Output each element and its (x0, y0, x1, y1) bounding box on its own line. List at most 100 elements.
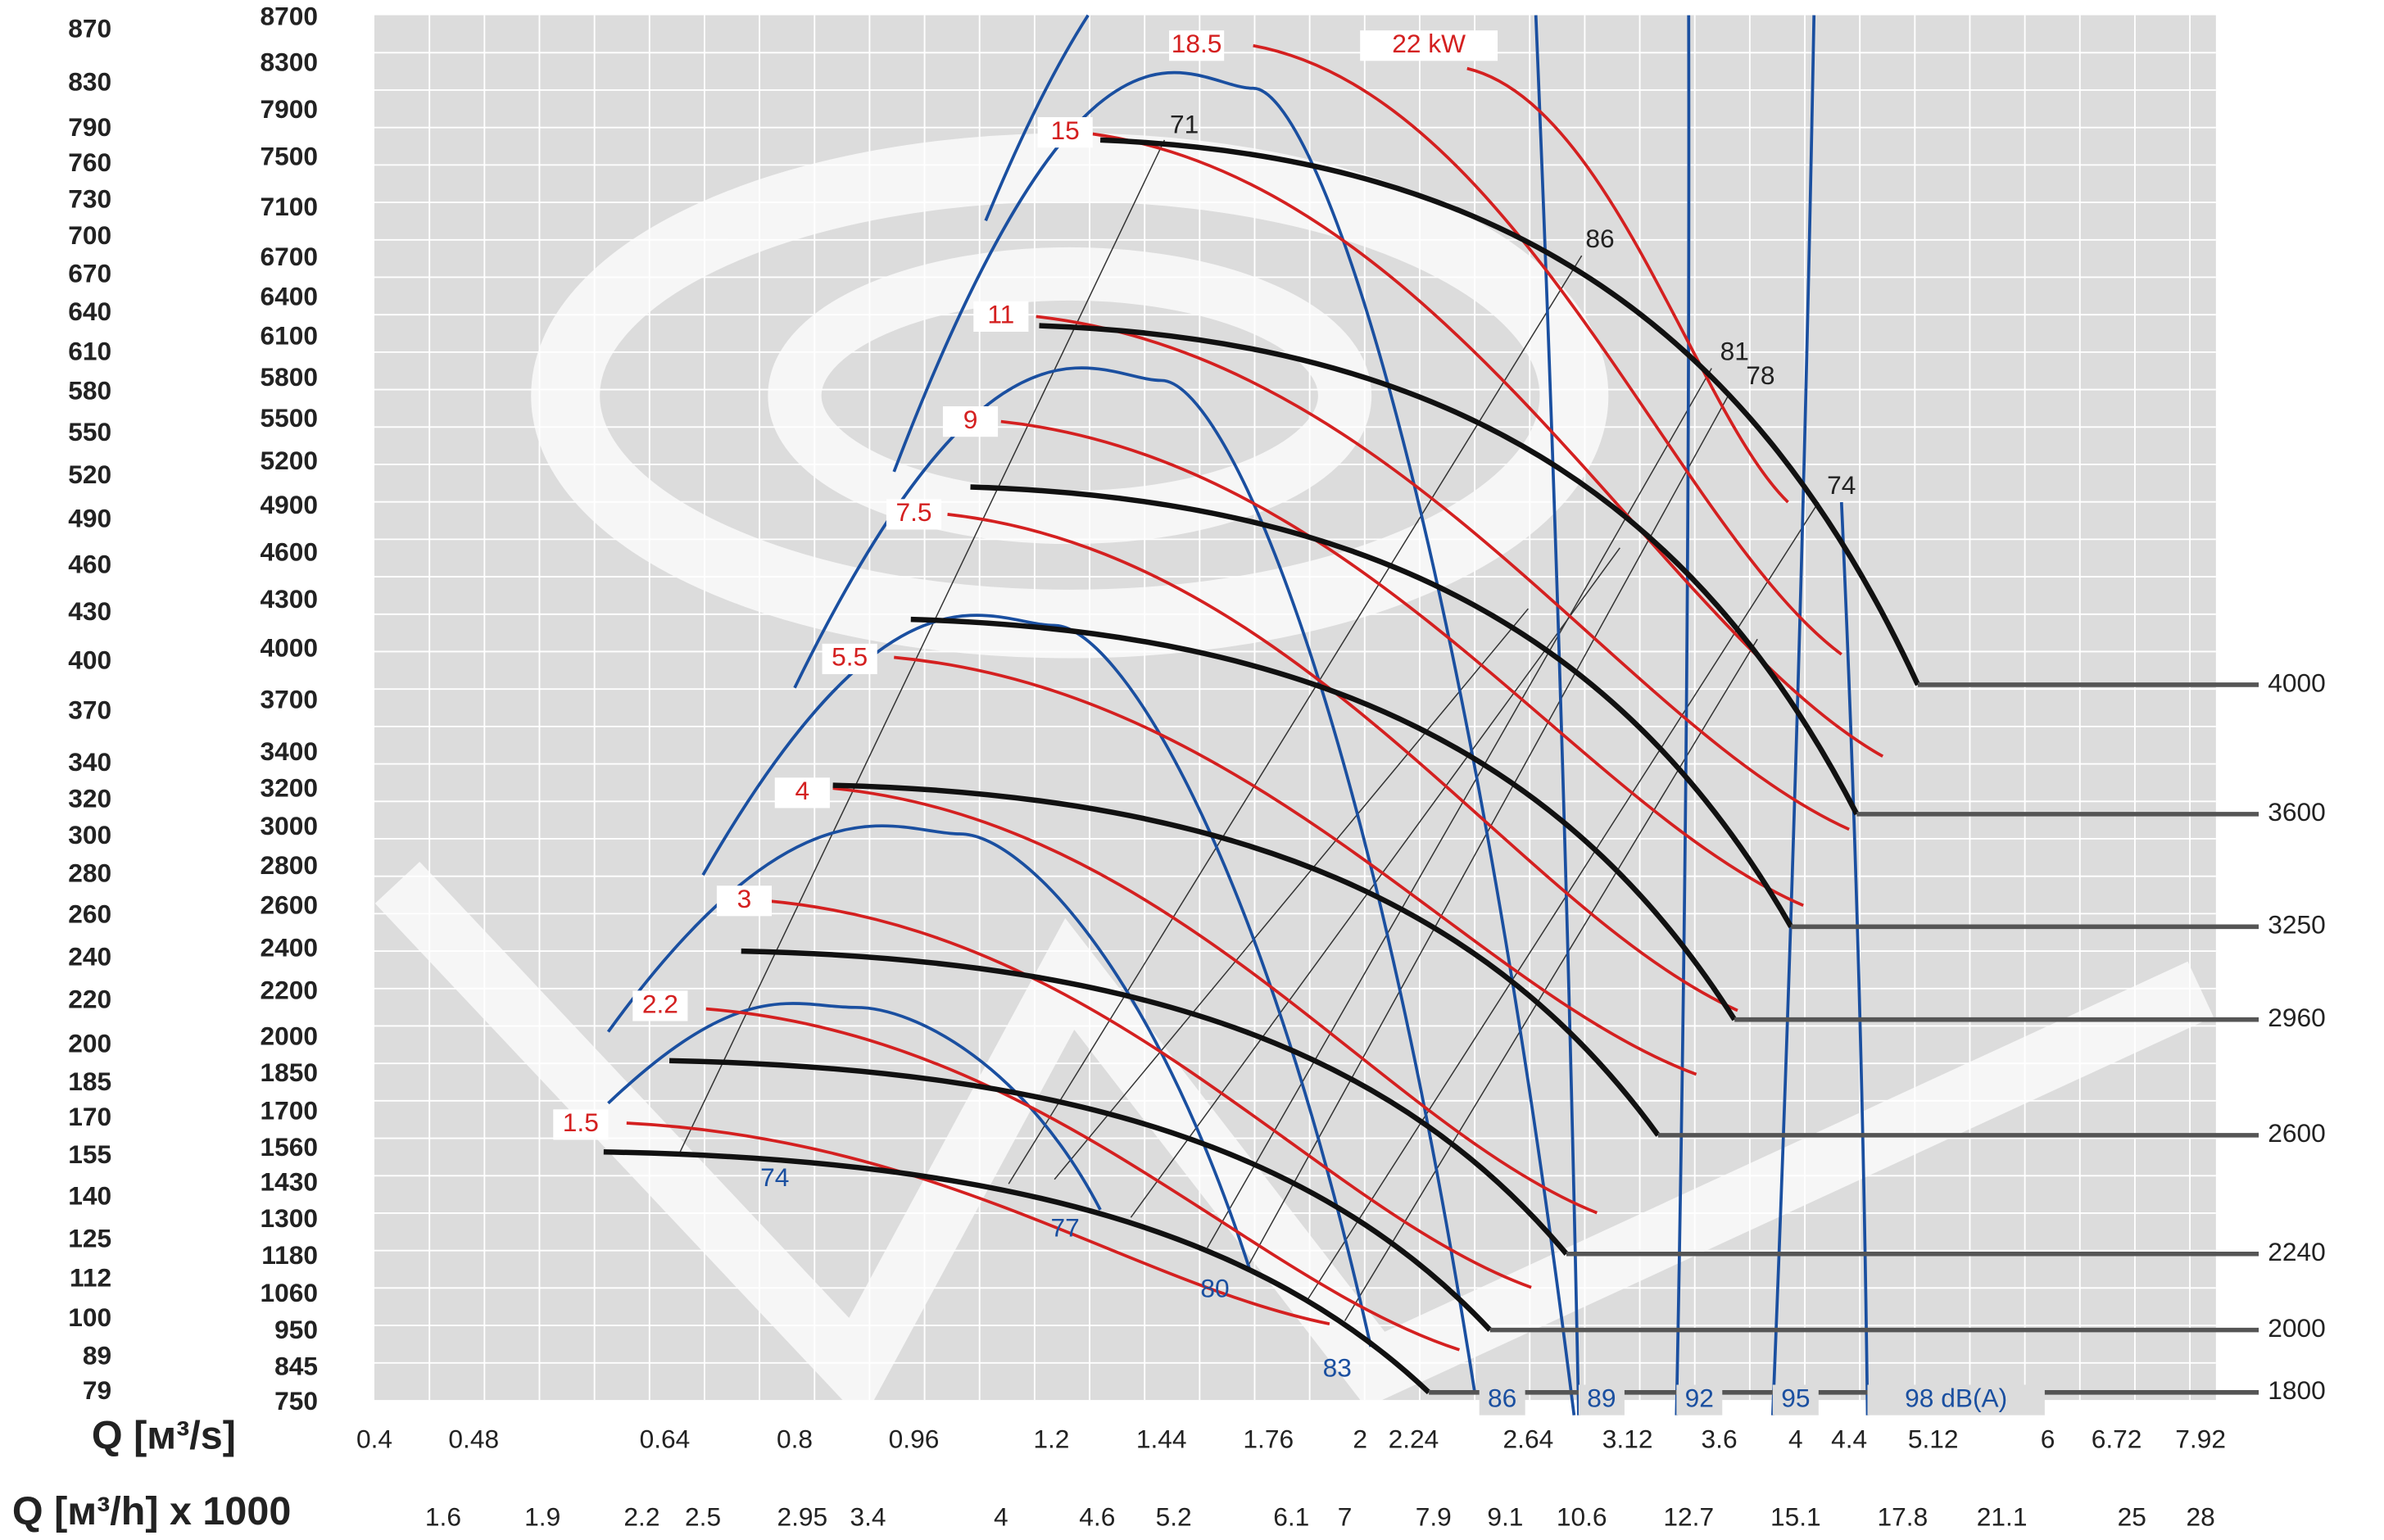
y2-tick-label: 7100 (260, 192, 318, 221)
x-tick-label: 5.12 (1908, 1424, 1959, 1454)
y2-tick-label: 6100 (260, 321, 318, 351)
y-tick-label: 370 (68, 695, 111, 725)
efficiency-label: 86 (1585, 224, 1614, 253)
y2-tick-label: 2200 (260, 976, 318, 1005)
efficiency-label: 71 (1170, 110, 1199, 139)
y-tick-label: 520 (68, 460, 111, 489)
x-tick-label: 2.64 (1503, 1424, 1554, 1454)
y2-tick-label: 1300 (260, 1203, 318, 1233)
x2-tick-label: 7.9 (1416, 1502, 1452, 1531)
y-tick-label: 240 (68, 942, 111, 972)
y2-tick-label: 1700 (260, 1095, 318, 1125)
y2-tick-label: 5800 (260, 362, 318, 392)
y-tick-label: 830 (68, 67, 111, 97)
y-tick-label: 790 (68, 112, 111, 142)
x2-tick-label: 9.1 (1487, 1502, 1523, 1531)
x2-tick-label: 17.8 (1878, 1502, 1929, 1531)
x2-tick-label: 4.6 (1079, 1502, 1115, 1531)
y2-tick-label: 845 (274, 1351, 318, 1380)
y-tick-label: 280 (68, 858, 111, 888)
x-tick-label: 2 (1353, 1424, 1367, 1454)
y2-tick-label: 1180 (261, 1240, 318, 1270)
noise-label: 80 (1200, 1274, 1229, 1303)
power-label: 18.5 (1172, 29, 1222, 58)
power-label: 9 (963, 405, 978, 434)
x-tick-label: 0.8 (777, 1424, 813, 1454)
y2-tick-label: 4600 (260, 537, 318, 567)
x2-tick-label: 6.1 (1273, 1502, 1309, 1531)
x-tick-label: 0.48 (448, 1424, 499, 1454)
y-tick-label: 670 (68, 259, 111, 288)
x2-axis-title: Q [м³/h] x 1000 (12, 1489, 291, 1533)
x2-tick-label: 1.6 (425, 1502, 461, 1531)
x2-tick-label: 15.1 (1770, 1502, 1821, 1531)
x2-tick-label: 28 (2187, 1502, 2215, 1531)
y2-tick-label: 7500 (260, 142, 318, 171)
page: Q [м³/s] Q [м³/h] x 1000 870830790760730… (0, 0, 2384, 1540)
y-tick-label: 730 (68, 184, 111, 214)
y-tick-label: 112 (70, 1263, 111, 1293)
y-tick-label: 300 (68, 820, 111, 849)
y-tick-label: 79 (83, 1375, 111, 1405)
x-tick-label: 1.2 (1033, 1424, 1069, 1454)
noise-label: 89 (1587, 1383, 1616, 1412)
y2-tick-label: 2000 (260, 1021, 318, 1050)
noise-label: 74 (760, 1162, 789, 1192)
y-tick-label: 125 (68, 1223, 111, 1252)
efficiency-label: 74 (1827, 470, 1856, 500)
power-label: 2.2 (642, 989, 678, 1018)
y-tick-label: 460 (68, 549, 111, 578)
speed-label: 2000 (2268, 1313, 2326, 1343)
y-tick-label: 89 (83, 1340, 111, 1370)
power-label: 15 (1051, 116, 1080, 145)
y2-tick-label: 4000 (260, 633, 318, 663)
y-tick-label: 700 (68, 220, 111, 250)
y2-tick-label: 4300 (260, 584, 318, 614)
y-tick-label: 100 (68, 1302, 111, 1332)
y-tick-label: 220 (68, 985, 111, 1014)
x2-tick-label: 3.4 (850, 1502, 886, 1531)
y2-tick-label: 8300 (260, 47, 318, 76)
power-label: 1.5 (563, 1107, 599, 1137)
x-tick-label: 3.6 (1702, 1424, 1738, 1454)
speed-label: 3250 (2268, 910, 2326, 940)
y2-tick-label: 1430 (260, 1167, 318, 1197)
y-tick-label: 870 (68, 14, 111, 43)
x-tick-label: 4 (1788, 1424, 1803, 1454)
speed-label: 3600 (2268, 797, 2326, 827)
y2-tick-label: 3200 (260, 773, 318, 803)
y-tick-label: 185 (68, 1067, 111, 1096)
y2-tick-label: 3700 (260, 685, 318, 714)
x2-tick-label: 21.1 (1977, 1502, 2028, 1531)
x-tick-label: 7.92 (2175, 1424, 2226, 1454)
y-tick-label: 340 (68, 747, 111, 777)
x2-tick-label: 7 (1338, 1502, 1353, 1531)
efficiency-label: 81 (1720, 336, 1749, 365)
speed-label: 1800 (2268, 1375, 2326, 1405)
y2-tick-label: 5200 (260, 446, 318, 475)
x-tick-label: 1.76 (1243, 1424, 1294, 1454)
x2-tick-label: 10.6 (1557, 1502, 1607, 1531)
y-tick-label: 155 (68, 1139, 111, 1169)
x-tick-label: 6.72 (2092, 1424, 2142, 1454)
x2-tick-label: 12.7 (1663, 1502, 1714, 1531)
y2-tick-label: 3400 (260, 736, 318, 766)
y-tick-label: 400 (68, 645, 111, 675)
chart: Q [м³/s] Q [м³/h] x 1000 870830790760730… (0, 0, 2384, 1540)
y2-tick-label: 3000 (260, 811, 318, 840)
speed-label: 2960 (2268, 1003, 2326, 1032)
noise-label: 77 (1051, 1212, 1080, 1242)
y2-tick-label: 2800 (260, 850, 318, 880)
speed-label: 2600 (2268, 1118, 2326, 1148)
y-tick-label: 140 (68, 1180, 111, 1210)
y2-tick-label: 7900 (260, 94, 318, 124)
y2-tick-label: 6700 (260, 242, 318, 271)
y-tick-label: 640 (68, 297, 111, 326)
y-tick-label: 200 (68, 1029, 111, 1058)
y2-tick-label: 1560 (260, 1132, 318, 1162)
x2-tick-label: 2.5 (685, 1502, 721, 1531)
y-tick-label: 580 (68, 376, 111, 405)
y-tick-label: 430 (68, 596, 111, 626)
y-tick-label: 260 (68, 899, 111, 929)
y-tick-label: 490 (68, 504, 111, 533)
